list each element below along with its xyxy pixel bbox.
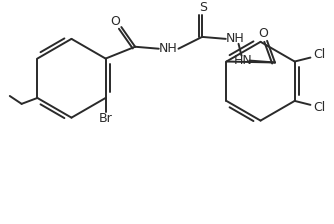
Text: Cl: Cl — [313, 48, 325, 61]
Text: HN: HN — [234, 54, 253, 67]
Text: NH: NH — [226, 32, 245, 45]
Text: Br: Br — [99, 112, 113, 125]
Text: O: O — [111, 15, 120, 28]
Text: O: O — [258, 28, 268, 41]
Text: NH: NH — [159, 42, 178, 55]
Text: S: S — [199, 1, 207, 14]
Text: Cl: Cl — [313, 101, 325, 114]
